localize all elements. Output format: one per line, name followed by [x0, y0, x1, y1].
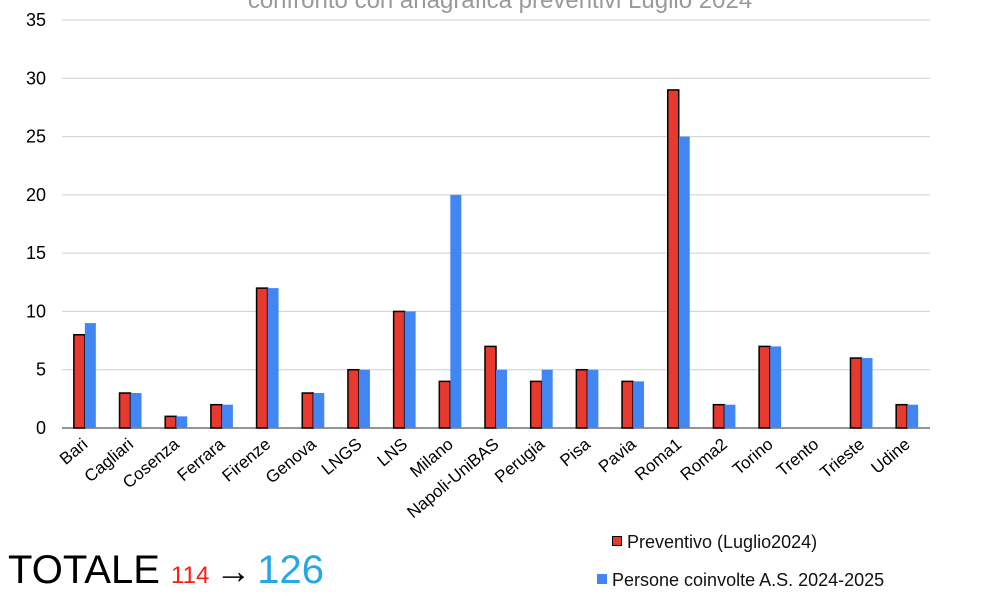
x-tick-label: Roma1 [631, 435, 685, 485]
x-tick-label: Trento [773, 435, 822, 481]
bar-preventivo [712, 403, 726, 429]
bar-preventivo [484, 345, 497, 429]
bar-persone [633, 381, 645, 428]
x-tick-label: Pisa [556, 434, 594, 470]
bar-persone [84, 323, 96, 428]
x-tick-label: LNS [374, 435, 412, 471]
bar-preventivo [392, 310, 406, 429]
bar-persone [861, 358, 873, 428]
bar-persone [358, 369, 370, 428]
bar-persone [907, 404, 919, 428]
total-before: 114 [171, 562, 210, 589]
bar-persone [221, 404, 233, 428]
y-tick-label: 0 [36, 418, 46, 438]
bar-preventivo [118, 392, 132, 429]
bar-preventivo [575, 368, 589, 429]
legend-label-persone: Persone coinvolte A.S. 2024-2025 [612, 570, 885, 590]
y-tick-label: 30 [26, 68, 46, 88]
x-tick-label: Perugia [491, 434, 549, 487]
bar-persone [724, 404, 736, 428]
bar-preventivo [666, 89, 680, 429]
y-tick-label: 15 [26, 243, 46, 263]
bar-persone [587, 369, 599, 428]
bar-persone [404, 311, 416, 428]
bar-preventivo [347, 368, 360, 429]
bar-preventivo [164, 415, 177, 429]
x-tick-label: Udine [867, 435, 913, 478]
bar-persone [496, 369, 507, 428]
y-tick-label: 25 [26, 127, 46, 147]
bar-persone [313, 393, 325, 428]
arrow-right-icon: → [215, 550, 252, 591]
legend-swatch-red [612, 536, 622, 547]
y-tick-label: 10 [26, 301, 46, 321]
bar-preventivo [301, 392, 315, 429]
chart-title: confronto con anagrafica preventivi Lugl… [247, 0, 753, 14]
bar-persone [267, 288, 279, 428]
bar-preventivo [73, 333, 86, 429]
bar-preventivo [438, 380, 452, 429]
y-tick-label: 35 [26, 10, 46, 30]
x-tick-label: Trieste [817, 435, 869, 483]
total-label: TOTALE [8, 548, 160, 592]
bar-persone [176, 416, 188, 428]
legend-entry-preventivo: Preventivo (Luglio2024) [612, 532, 817, 553]
bar-preventivo [529, 380, 543, 429]
legend-entry-persone: Persone coinvolte A.S. 2024-2025 [597, 570, 884, 591]
y-tick-label: 20 [26, 185, 46, 205]
x-tick-label: Roma2 [677, 435, 731, 485]
bar-persone [541, 369, 553, 428]
bar-persone [130, 393, 142, 428]
bar-preventivo [849, 357, 863, 429]
bar-persone [770, 346, 782, 428]
total-after: 126 [257, 548, 325, 592]
x-tick-label: Ferrara [174, 434, 229, 485]
legend-swatch-blue [597, 574, 607, 585]
bar-persone [678, 136, 690, 429]
legend-label-preventivo: Preventivo (Luglio2024) [627, 532, 818, 552]
bar-preventivo [210, 403, 223, 429]
x-tick-label: Bari [56, 435, 91, 469]
bar-preventivo [895, 403, 908, 429]
bar-preventivo [255, 287, 269, 429]
x-tick-label: Torino [729, 435, 777, 479]
total-summary: TOTALE 114 → 126 [8, 550, 324, 590]
x-tick-label: LNGS [318, 435, 366, 479]
x-tick-label: Genova [262, 434, 320, 487]
bar-preventivo [758, 345, 771, 429]
y-tick-label: 5 [36, 360, 46, 380]
bar-preventivo [621, 380, 634, 429]
bar-persone [450, 194, 462, 428]
